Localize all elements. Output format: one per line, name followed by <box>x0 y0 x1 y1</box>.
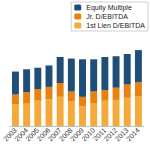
svg-text:2003: 2003 <box>2 126 18 143</box>
svg-text:2008: 2008 <box>57 126 74 143</box>
svg-text:2011: 2011 <box>91 126 108 143</box>
svg-text:2012: 2012 <box>102 126 119 143</box>
svg-text:Equity Multiple: Equity Multiple <box>86 4 132 12</box>
svg-text:2004: 2004 <box>13 126 30 143</box>
svg-text:2013: 2013 <box>113 126 130 143</box>
svg-text:1st Lien D/EBITDA: 1st Lien D/EBITDA <box>86 22 145 29</box>
svg-text:2006: 2006 <box>35 126 52 143</box>
svg-text:Jr. D/EBITDA: Jr. D/EBITDA <box>86 13 128 20</box>
svg-text:2005: 2005 <box>24 126 41 143</box>
svg-text:2007: 2007 <box>46 126 63 143</box>
svg-text:2014: 2014 <box>125 126 141 142</box>
svg-text:2010: 2010 <box>80 126 97 143</box>
svg-text:2009: 2009 <box>69 126 85 143</box>
